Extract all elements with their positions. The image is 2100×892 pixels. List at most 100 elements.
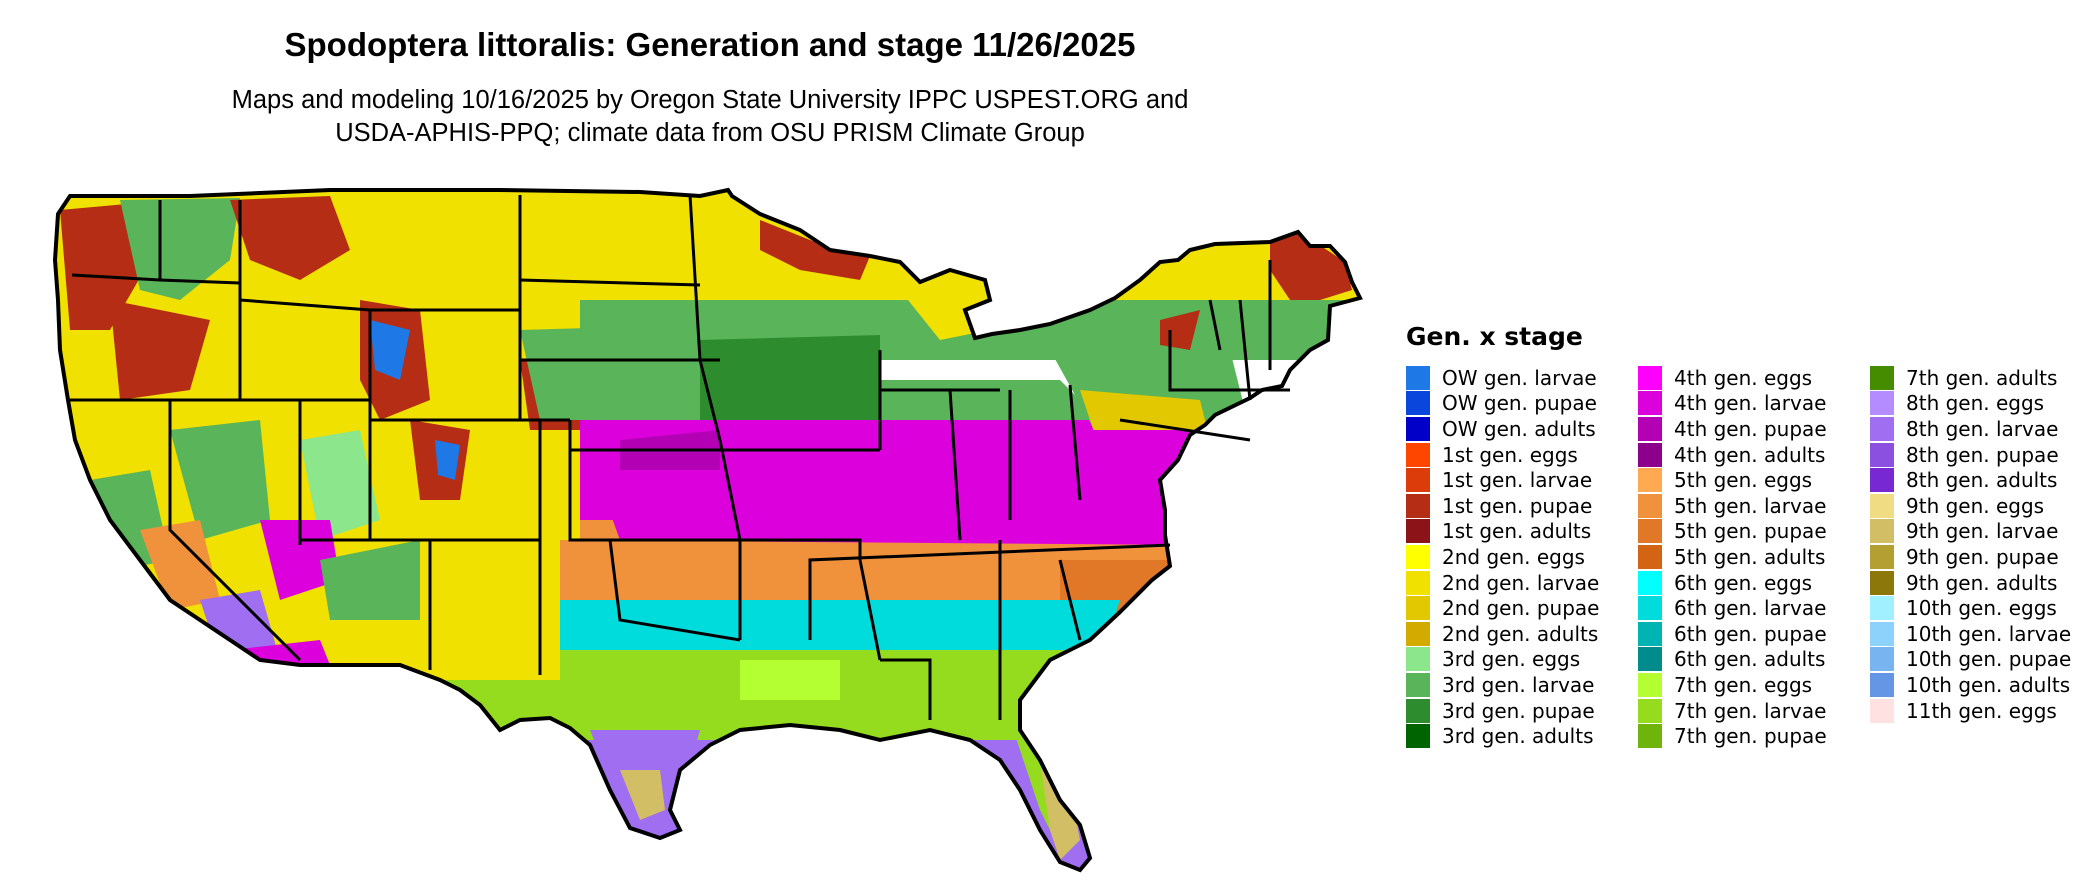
- legend-swatch: [1406, 672, 1430, 697]
- legend-label: 9th gen. eggs: [1906, 493, 2045, 518]
- legend-item: 6th gen. pupae: [1638, 621, 1858, 647]
- legend-label: 3rd gen. pupae: [1442, 698, 1595, 723]
- legend-item: 2nd gen. adults: [1406, 621, 1626, 647]
- legend-swatch: [1638, 570, 1662, 595]
- legend-swatch: [1870, 544, 1894, 569]
- legend-item: 10th gen. larvae: [1870, 621, 2090, 647]
- legend-columns: OW gen. larvae OW gen. pupae OW gen. adult…: [1406, 365, 2100, 749]
- legend-swatch: [1870, 596, 1894, 621]
- legend-label: 7th gen. adults: [1906, 365, 2058, 390]
- legend-swatch: [1638, 544, 1662, 569]
- legend-item: 7th gen. eggs: [1638, 672, 1858, 698]
- legend-swatch: [1406, 647, 1430, 672]
- legend-item: 8th gen. pupae: [1870, 442, 2090, 468]
- legend-label: OW gen. larvae: [1442, 365, 1597, 390]
- legend-item: 9th gen. larvae: [1870, 519, 2090, 545]
- legend-swatch: [1870, 647, 1894, 672]
- legend-swatch: [1406, 365, 1430, 390]
- legend-label: 4th gen. adults: [1674, 442, 1826, 467]
- legend-swatch: [1638, 596, 1662, 621]
- legend-swatch: [1406, 621, 1430, 646]
- legend-label: 7th gen. pupae: [1674, 724, 1827, 749]
- legend-item: 10th gen. adults: [1870, 672, 2090, 698]
- legend-label: 8th gen. adults: [1906, 468, 2058, 493]
- legend-item: 8th gen. adults: [1870, 467, 2090, 493]
- legend-swatch: [1870, 365, 1894, 390]
- subtitle-line-2: USDA-APHIS-PPQ; climate data from OSU PR…: [335, 119, 1085, 147]
- legend-swatch: [1406, 416, 1430, 441]
- legend-label: 5th gen. pupae: [1674, 519, 1827, 544]
- legend-item: 7th gen. pupae: [1638, 723, 1858, 749]
- map-title: Spodoptera littoralis: Generation and st…: [284, 26, 1136, 63]
- legend-swatch: [1406, 442, 1430, 467]
- legend-label: 2nd gen. pupae: [1442, 596, 1600, 621]
- legend-label: 4th gen. pupae: [1674, 416, 1827, 441]
- legend-item: 1st gen. larvae: [1406, 467, 1626, 493]
- legend-swatch: [1406, 391, 1430, 416]
- legend-swatch: [1406, 596, 1430, 621]
- legend-item: 9th gen. pupae: [1870, 544, 2090, 570]
- legend-label: 2nd gen. larvae: [1442, 570, 1600, 595]
- legend-item: 2nd gen. larvae: [1406, 570, 1626, 596]
- legend-swatch: [1870, 570, 1894, 595]
- legend-label: 11th gen. eggs: [1906, 698, 2057, 723]
- legend-label: 8th gen. larvae: [1906, 416, 2059, 441]
- legend-label: 8th gen. pupae: [1906, 442, 2059, 467]
- legend-item: 1st gen. adults: [1406, 519, 1626, 545]
- legend-item: 5th gen. eggs: [1638, 467, 1858, 493]
- legend-label: 4th gen. larvae: [1674, 391, 1827, 416]
- legend-label: OW gen. adults: [1442, 416, 1596, 441]
- legend: Gen. x stage OW gen. larvae OW gen. pupae…: [1406, 322, 2100, 749]
- legend-swatch: [1870, 672, 1894, 697]
- legend-item: 4th gen. pupae: [1638, 416, 1858, 442]
- legend-item: 4th gen. adults: [1638, 442, 1858, 468]
- legend-label: 1st gen. adults: [1442, 519, 1592, 544]
- us-stage-map: [53, 188, 1362, 872]
- legend-item: 2nd gen. pupae: [1406, 595, 1626, 621]
- legend-swatch: [1638, 391, 1662, 416]
- legend-item: 5th gen. adults: [1638, 544, 1858, 570]
- legend-item: 1st gen. pupae: [1406, 493, 1626, 519]
- legend-item: 9th gen. eggs: [1870, 493, 2090, 519]
- legend-swatch: [1638, 621, 1662, 646]
- legend-label: 6th gen. eggs: [1674, 570, 1813, 595]
- legend-swatch: [1870, 391, 1894, 416]
- legend-item: OW gen. pupae: [1406, 391, 1626, 417]
- legend-swatch: [1406, 493, 1430, 518]
- legend-label: OW gen. pupae: [1442, 391, 1597, 416]
- legend-title: Gen. x stage: [1406, 322, 1583, 351]
- subtitle-line-1: Maps and modeling 10/16/2025 by Oregon S…: [231, 86, 1189, 114]
- legend-swatch: [1638, 468, 1662, 493]
- state-borders: [70, 194, 1290, 720]
- legend-label: 5th gen. eggs: [1674, 468, 1813, 493]
- legend-swatch: [1638, 493, 1662, 518]
- legend-swatch: [1870, 416, 1894, 441]
- legend-item: 3rd gen. eggs: [1406, 647, 1626, 673]
- legend-item: 8th gen. larvae: [1870, 416, 2090, 442]
- legend-swatch: [1638, 647, 1662, 672]
- legend-label: 1st gen. larvae: [1442, 468, 1593, 493]
- legend-item: 10th gen. pupae: [1870, 647, 2090, 673]
- legend-label: 10th gen. pupae: [1906, 647, 2072, 672]
- legend-item: 6th gen. eggs: [1638, 570, 1858, 596]
- legend-swatch: [1638, 442, 1662, 467]
- legend-label: 1st gen. pupae: [1442, 493, 1593, 518]
- legend-item: 4th gen. eggs: [1638, 365, 1858, 391]
- legend-item: 8th gen. eggs: [1870, 391, 2090, 417]
- legend-swatch: [1406, 698, 1430, 723]
- legend-item: 11th gen. eggs: [1870, 698, 2090, 724]
- legend-swatch: [1870, 519, 1894, 544]
- legend-swatch: [1870, 442, 1894, 467]
- legend-label: 1st gen. eggs: [1442, 442, 1578, 467]
- legend-item: 7th gen. adults: [1870, 365, 2090, 391]
- legend-item: 3rd gen. larvae: [1406, 672, 1626, 698]
- legend-column: 7th gen. adults 8th gen. eggs 8th gen. lar…: [1870, 365, 2090, 749]
- legend-item: 1st gen. eggs: [1406, 442, 1626, 468]
- legend-swatch: [1638, 519, 1662, 544]
- map-subtitle: Maps and modeling 10/16/2025 by Oregon S…: [0, 84, 1420, 150]
- legend-label: 7th gen. eggs: [1674, 672, 1813, 697]
- legend-label: 3rd gen. adults: [1442, 724, 1594, 749]
- legend-label: 9th gen. adults: [1906, 570, 2058, 595]
- legend-label: 7th gen. larvae: [1674, 698, 1827, 723]
- legend-item: 5th gen. larvae: [1638, 493, 1858, 519]
